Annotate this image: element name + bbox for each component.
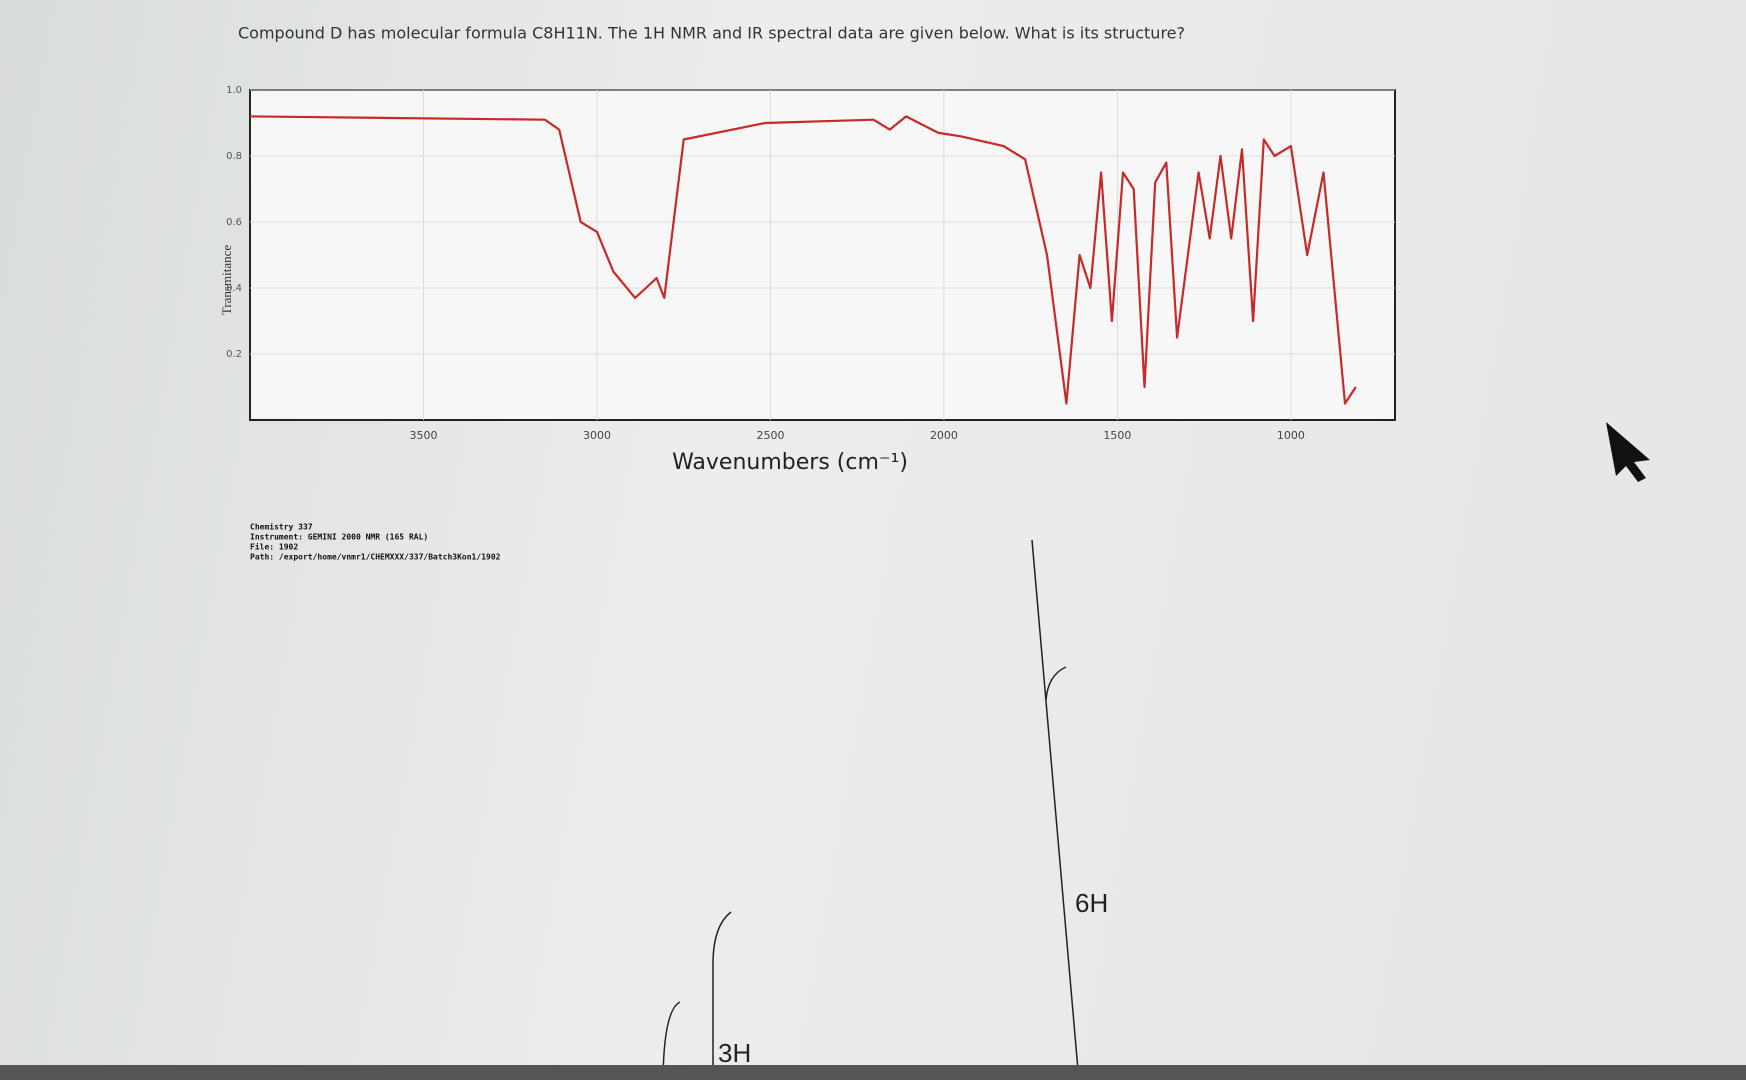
x-axis-label: Wavenumbers (cm⁻¹) xyxy=(672,450,908,475)
ir-spectrum-line xyxy=(249,115,1357,405)
y-axis-label: Transmitance xyxy=(219,245,234,316)
integral-curve xyxy=(712,911,732,1078)
integral-curve xyxy=(1045,666,1067,701)
y-tick-label: 0.2 xyxy=(226,349,242,360)
integral-label: 6H xyxy=(1075,888,1108,918)
integral-label: 3H xyxy=(718,1038,751,1068)
instrument-info: Chemistry 337 Instrument: GEMINI 2000 NM… xyxy=(250,522,501,562)
y-tick-label: 0.6 xyxy=(226,217,242,228)
y-tick-label: 0.8 xyxy=(226,151,242,162)
x-tick-label: 2500 xyxy=(756,429,784,442)
info-line: Path: /export/home/vnmr1/CHEMXXX/337/Bat… xyxy=(250,553,501,562)
y-tick-label: 1.0 xyxy=(226,85,242,96)
x-tick-label: 3500 xyxy=(409,429,437,442)
x-tick-label: 3000 xyxy=(583,429,611,442)
screen-bezel xyxy=(0,1065,1746,1080)
x-tick-label: 1500 xyxy=(1103,429,1131,442)
nmr-peak xyxy=(1031,539,1079,1071)
plot-area xyxy=(249,89,1396,421)
info-line: File: 1902 xyxy=(250,542,298,552)
x-tick-label: 1000 xyxy=(1277,429,1305,442)
info-line: Chemistry 337 xyxy=(250,522,313,532)
mouse-cursor xyxy=(1606,422,1650,482)
x-tick-label: 2000 xyxy=(930,429,958,442)
y-tick-label: 0.4 xyxy=(226,283,242,294)
question: Compound D has molecular formula C8H11N.… xyxy=(238,24,1185,43)
info-line: Instrument: GEMINI 2000 NMR (165 RAL) xyxy=(250,533,428,542)
